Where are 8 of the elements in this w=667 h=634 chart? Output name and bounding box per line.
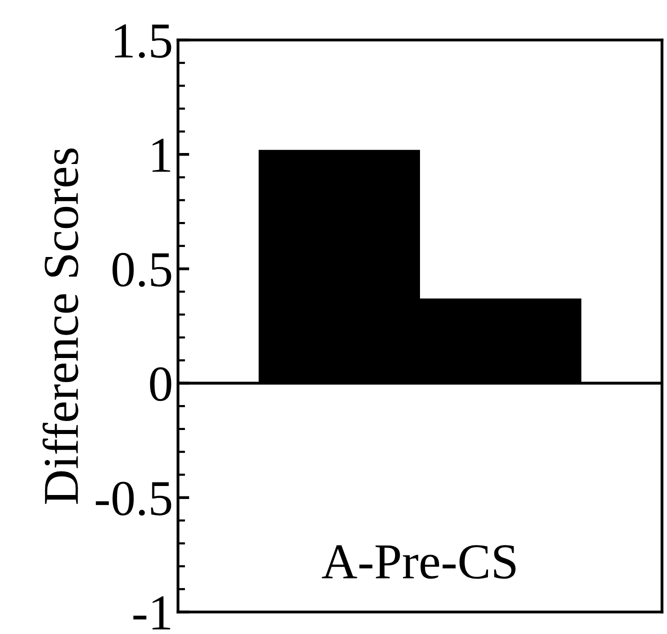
annotation: A-Pre-CS bbox=[322, 545, 516, 579]
y-tick-label: 0 bbox=[150, 367, 172, 402]
y-tick-label: -0.5 bbox=[96, 482, 172, 516]
y-tick-label: 1 bbox=[152, 138, 170, 172]
y-tick-label: 1.5 bbox=[115, 24, 172, 58]
y-tick-label: 0.5 bbox=[112, 252, 172, 287]
y-tick-label: -1 bbox=[133, 596, 170, 630]
y-axis-title: Difference Scores bbox=[42, 148, 78, 504]
